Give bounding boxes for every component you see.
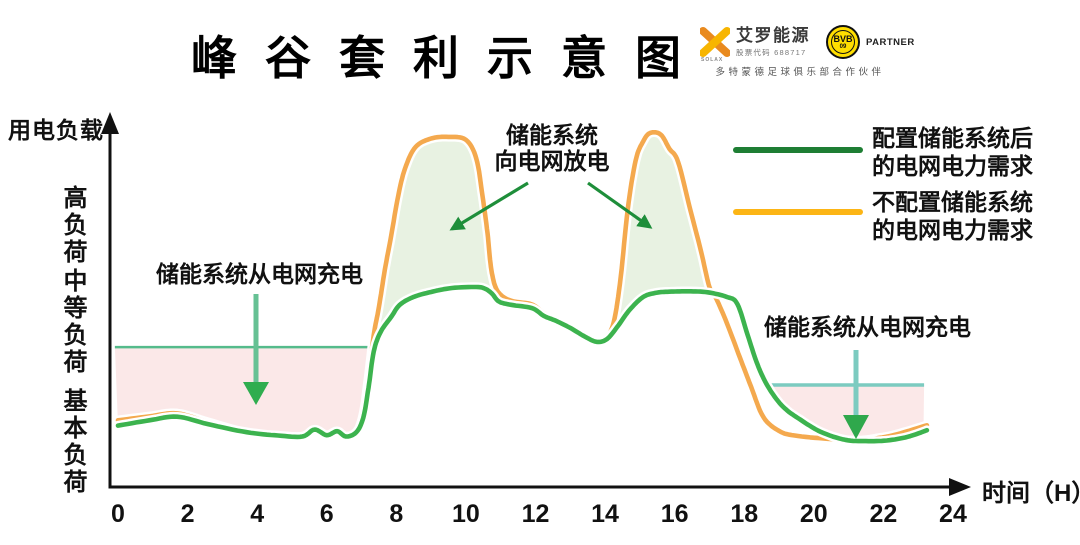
region-charge-3 xyxy=(771,385,925,442)
solax-caption: SOLAX xyxy=(701,57,724,63)
legend-label-with-storage-line1: 配置储能系统后 xyxy=(872,125,1033,151)
y-zone-label-medium: 中等负荷 xyxy=(59,268,86,376)
y-axis-title: 用电负载 xyxy=(8,117,104,143)
x-tick-24: 24 xyxy=(939,500,967,528)
solax-x-icon: SOLAX xyxy=(699,27,731,63)
y-zone-label-base: 基本负荷 xyxy=(59,388,86,496)
partner-label: PARTNER xyxy=(866,36,915,48)
annotation-charge-right: 储能系统从电网充电 xyxy=(764,314,971,340)
brand-names: 艾罗能源 股票代码 688717 xyxy=(736,25,810,58)
annotation-discharge-line1: 储能系统 xyxy=(506,122,598,148)
legend-label-with-storage: 配置储能系统后 的电网电力需求 xyxy=(872,124,1072,180)
y-axis-arrow-icon xyxy=(101,112,119,134)
brand-name-cn: 艾罗能源 xyxy=(736,25,810,45)
solax-x-glyph xyxy=(699,27,731,57)
charge-arrow-left-icon xyxy=(243,294,269,405)
bvb-number: 09 xyxy=(839,43,847,50)
x-axis-arrow-icon xyxy=(949,478,971,496)
bvb-badge-icon: BVB 09 xyxy=(826,25,860,59)
discharge-arrow-left-icon xyxy=(449,181,529,231)
legend-swatch-with-storage xyxy=(733,147,863,153)
x-tick-4: 4 xyxy=(250,500,265,528)
bvb-badge-inner: BVB 09 xyxy=(831,30,855,54)
brand-block: SOLAX 艾罗能源 股票代码 688717 BVB 09 PARTNER 多特… xyxy=(699,20,914,78)
page-title: 峰谷套利示意图 xyxy=(191,32,709,84)
annotation-arrows xyxy=(243,181,869,439)
x-tick-22: 22 xyxy=(869,500,898,528)
legend-label-without-storage-line2: 的电网电力需求 xyxy=(872,217,1033,243)
annotation-discharge-line2: 向电网放电 xyxy=(494,148,610,174)
x-tick-0: 0 xyxy=(111,500,125,528)
x-tick-10: 10 xyxy=(451,500,480,528)
partnership-caption: 多特蒙德足球俱乐部合作伙伴 xyxy=(715,67,885,78)
x-tick-18: 18 xyxy=(730,500,759,528)
legend-label-without-storage-line1: 不配置储能系统 xyxy=(872,189,1033,215)
brand-stock-code: 股票代码 688717 xyxy=(736,47,807,57)
annotation-discharge: 储能系统 向电网放电 xyxy=(463,122,641,174)
x-tick-14: 14 xyxy=(591,500,619,528)
series-curves xyxy=(113,127,932,446)
axes xyxy=(101,112,971,496)
legend-swatch-without-storage xyxy=(733,209,863,215)
x-tick-12: 12 xyxy=(521,500,550,528)
charge-level-lines xyxy=(114,345,925,387)
bvb-letters: BVB xyxy=(833,33,853,44)
x-tick-8: 8 xyxy=(389,500,404,528)
annotation-charge-left: 储能系统从电网充电 xyxy=(156,261,363,287)
x-axis-title: 时间（H） xyxy=(982,480,1080,507)
x-tick-2: 2 xyxy=(180,500,195,528)
charge-arrow-right-icon xyxy=(843,350,869,439)
x-tick-6: 6 xyxy=(319,500,334,528)
brand-row: SOLAX 艾罗能源 股票代码 688717 BVB 09 PARTNER xyxy=(699,22,914,63)
x-tick-16: 16 xyxy=(660,500,689,528)
series-line-with-storage xyxy=(115,284,930,444)
legend-label-with-storage-line2: 的电网电力需求 xyxy=(872,153,1033,179)
discharge-arrow-right-icon xyxy=(587,181,653,229)
y-zone-label-high: 高负荷 xyxy=(59,185,86,266)
legend-label-without-storage: 不配置储能系统 的电网电力需求 xyxy=(872,188,1072,244)
x-tick-20: 20 xyxy=(799,500,828,528)
